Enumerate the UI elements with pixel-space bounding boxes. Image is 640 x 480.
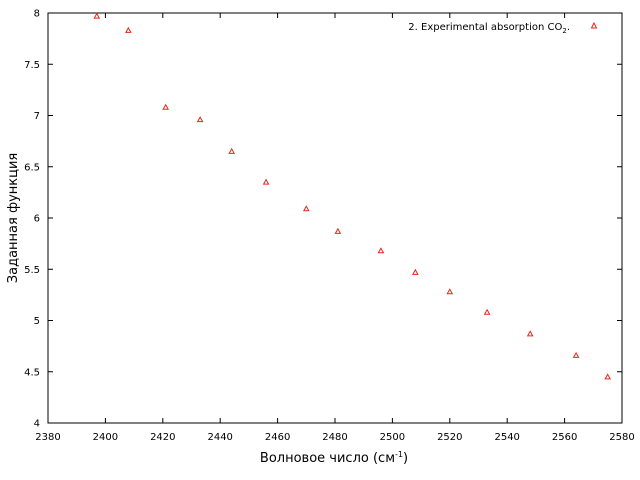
legend-label: 2. Experimental absorption CO2. — [408, 22, 570, 35]
x-tick-label: 2540 — [494, 432, 519, 443]
plot-frame — [47, 12, 623, 424]
y-tick-label: 8 — [34, 9, 40, 20]
legend-marker — [590, 21, 598, 29]
data-point — [412, 268, 419, 275]
data-points — [93, 12, 611, 380]
x-tick-label: 2440 — [207, 432, 232, 443]
data-point — [572, 351, 580, 358]
y-tick-label: 4 — [34, 419, 40, 430]
x-tick-label: 2420 — [150, 432, 175, 443]
x-axis-title: Волновое число (см-1) — [260, 450, 408, 466]
y-tick-label: 6.5 — [24, 162, 40, 173]
data-point — [228, 147, 236, 154]
x-tick-label: 2560 — [552, 432, 577, 443]
x-tick-label: 2400 — [93, 432, 118, 443]
y-axis-title: Заданная функция — [6, 153, 21, 283]
x-tick-label: 2480 — [322, 432, 347, 443]
x-tick-label: 2520 — [437, 432, 462, 443]
y-tick-label: 7.5 — [24, 60, 40, 71]
data-point — [302, 205, 310, 212]
data-point — [262, 178, 270, 185]
x-tick-label: 2460 — [265, 432, 290, 443]
data-point — [526, 330, 534, 337]
data-point — [334, 227, 342, 234]
axis-ticks: 2380 2400 2420 2440 2460 2480 2500 2520 2540 2560… — [24, 9, 635, 444]
y-tick-label: 7 — [34, 111, 40, 122]
data-point — [446, 288, 454, 295]
y-tick-label: 5.5 — [24, 265, 40, 276]
data-point — [162, 103, 170, 110]
data-point — [604, 373, 611, 380]
y-tick-label: 5 — [34, 316, 40, 327]
data-point — [377, 247, 385, 254]
data-point — [125, 26, 132, 33]
x-tick-label: 2500 — [380, 432, 405, 443]
data-point — [93, 12, 101, 19]
x-tick-label: 2580 — [609, 432, 634, 443]
y-tick-label: 6 — [34, 214, 40, 225]
y-tick-label: 4.5 — [24, 367, 40, 378]
legend: 2. Experimental absorption CO2. — [408, 21, 598, 35]
x-tick-label: 2380 — [35, 432, 60, 443]
data-point — [483, 308, 491, 315]
data-point — [196, 116, 204, 123]
